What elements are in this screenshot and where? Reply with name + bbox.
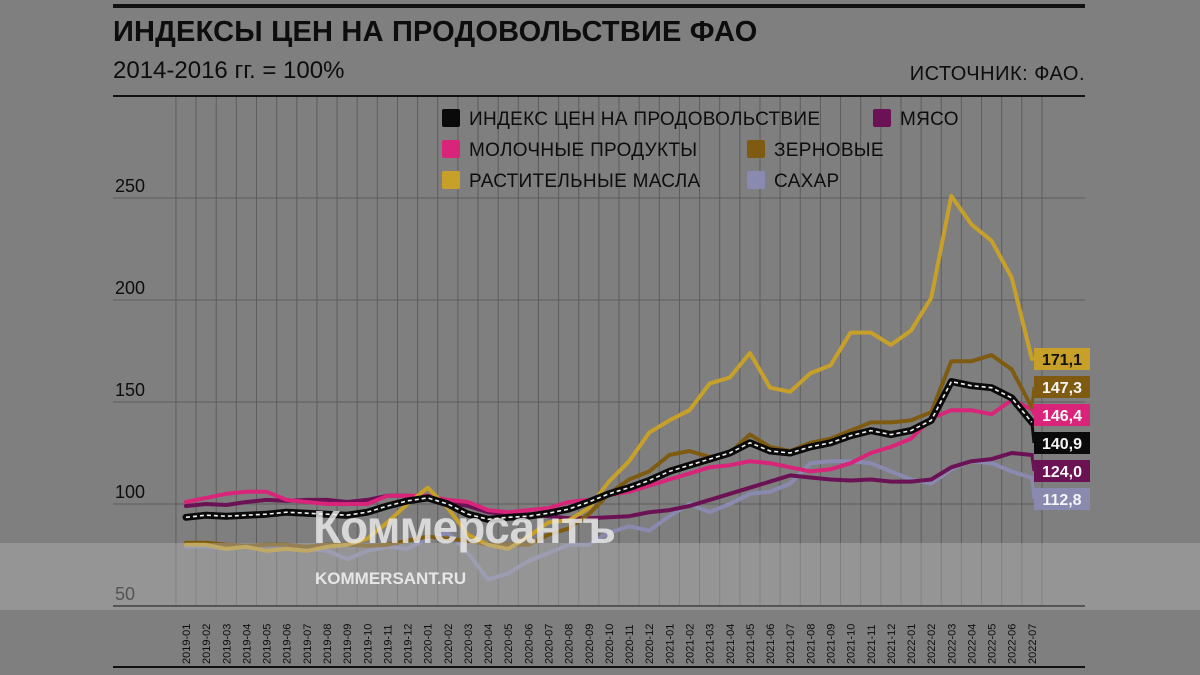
y-tick-label: 250 [115, 176, 145, 196]
x-tick-label: 2019-01 [181, 624, 193, 664]
x-tick-label: 2022-02 [926, 624, 938, 664]
x-tick-label: 2021-11 [866, 624, 878, 664]
x-tick-label: 2021-07 [785, 624, 797, 664]
x-tick-label: 2021-01 [664, 624, 676, 664]
x-tick-label: 2021-06 [765, 624, 777, 664]
x-tick-label: 2020-06 [523, 624, 535, 664]
end-label-leader [1030, 477, 1036, 500]
x-tick-label: 2020-03 [463, 624, 475, 664]
end-label-value: 124,0 [1042, 464, 1082, 481]
legend-swatch [442, 109, 460, 127]
y-tick-label: 100 [115, 482, 145, 502]
x-tick-label: 2020-08 [564, 624, 576, 664]
end-label-value: 112,8 [1042, 492, 1081, 509]
x-tick-label: 2019-04 [241, 624, 253, 664]
legend-label: ИНДЕКС ЦЕН НА ПРОДОВОЛЬСТВИЕ [469, 109, 820, 130]
x-tick-label: 2019-06 [282, 624, 294, 664]
legend: ИНДЕКС ЦЕН НА ПРОДОВОЛЬСТВИЕ МЯСО МОЛОЧНЫЕ… [442, 109, 959, 192]
x-axis: 2019-01 2019-02 2019-03 2019-04 2019-05 2019-… [181, 624, 1039, 664]
legend-swatch [442, 140, 460, 158]
legend-label: САХАР [774, 171, 840, 192]
watermark-logo: Коммерсантъ [313, 501, 616, 553]
end-labels: 171,1 147,3 146,4 140,9 124,0 112,8 [1030, 348, 1090, 510]
x-tick-label: 2022-05 [987, 624, 999, 664]
y-tick-label: 50 [115, 584, 135, 604]
end-label-value: 171,1 [1042, 352, 1082, 369]
x-tick-label: 2019-09 [342, 624, 354, 664]
source-note: ИСТОЧНИК: ФАО. [909, 63, 1085, 85]
legend-label: МЯСО [900, 109, 959, 130]
x-tick-label: 2021-08 [805, 624, 817, 664]
x-tick-label: 2021-10 [846, 624, 858, 664]
x-tick-label: 2020-04 [483, 624, 495, 664]
end-label-leader [1030, 454, 1036, 472]
x-tick-label: 2020-05 [503, 624, 515, 664]
x-tick-label: 2021-04 [725, 624, 737, 664]
series-line [184, 451, 1034, 521]
legend-swatch [873, 109, 891, 127]
x-tick-label: 2021-12 [886, 624, 898, 664]
x-tick-label: 2020-07 [544, 624, 556, 664]
x-tick-label: 2021-09 [825, 624, 837, 664]
legend-swatch [747, 140, 765, 158]
end-label-leader [1030, 422, 1036, 444]
end-label-leader [1030, 386, 1036, 408]
x-tick-label: 2019-07 [302, 624, 314, 664]
chart-subtitle: 2014-2016 гг. = 100% [113, 57, 345, 84]
x-tick-label: 2020-02 [443, 624, 455, 664]
end-label-box [1034, 348, 1090, 370]
x-tick-label: 2021-05 [745, 624, 757, 664]
end-label-value: 140,9 [1042, 436, 1082, 453]
series-lines [182, 194, 1036, 582]
x-tick-label: 2021-02 [685, 624, 697, 664]
y-axis: 50 100 150 200 250 [115, 176, 145, 604]
end-label-box [1034, 376, 1090, 398]
end-label-box [1034, 460, 1090, 482]
series-line [184, 459, 1034, 582]
x-tick-label: 2019-11 [382, 624, 394, 664]
x-tick-label: 2019-12 [403, 624, 415, 664]
x-tick-label: 2019-08 [322, 624, 334, 664]
x-tick-label: 2019-05 [262, 624, 274, 664]
chart-title: ИНДЕКСЫ ЦЕН НА ПРОДОВОЛЬСТВИЕ ФАО [113, 16, 758, 48]
x-tick-label: 2019-02 [201, 624, 213, 664]
x-tick-label: 2020-10 [604, 624, 616, 664]
end-label-box [1034, 404, 1090, 426]
x-tick-label: 2022-07 [1027, 624, 1039, 664]
legend-swatch [747, 171, 765, 189]
x-tick-label: 2022-03 [946, 624, 958, 664]
x-tick-label: 2021-03 [705, 624, 717, 664]
end-label-value: 147,3 [1042, 380, 1082, 397]
x-tick-label: 2020-11 [624, 624, 636, 664]
y-tick-label: 200 [115, 278, 145, 298]
end-label-box [1034, 432, 1090, 454]
x-tick-label: 2020-09 [584, 624, 596, 664]
x-tick-label: 2019-03 [221, 624, 233, 664]
legend-label: ЗЕРНОВЫЕ [774, 140, 884, 161]
series-line [184, 194, 1034, 553]
y-tick-label: 150 [115, 380, 145, 400]
end-label-box [1034, 488, 1090, 510]
end-label-value: 146,4 [1042, 408, 1082, 425]
end-label-leader [1030, 408, 1036, 416]
x-tick-label: 2022-04 [966, 624, 978, 664]
series-line-food-index-dash [185, 380, 1033, 521]
x-tick-label: 2020-12 [644, 624, 656, 664]
x-tick-label: 2019-10 [362, 624, 374, 664]
legend-label: РАСТИТЕЛЬНЫЕ МАСЛА [469, 171, 700, 192]
legend-swatch [442, 171, 460, 189]
top-rule [113, 4, 1085, 8]
x-tick-label: 2022-01 [906, 624, 918, 664]
watermark-site: KOMMERSANT.RU [315, 569, 467, 588]
legend-label: МОЛОЧНЫЕ ПРОДУКТЫ [469, 140, 697, 161]
x-tick-label: 2020-01 [423, 624, 435, 664]
x-tick-label: 2022-06 [1007, 624, 1019, 664]
watermark-band [0, 543, 1200, 610]
